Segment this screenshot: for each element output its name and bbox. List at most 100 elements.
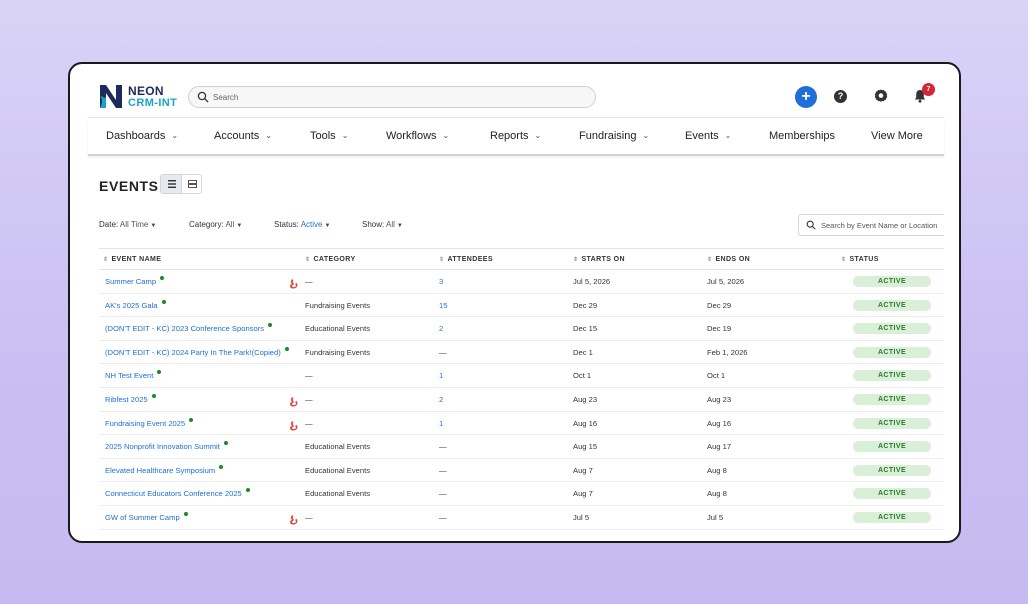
table-row[interactable]: Fundraising Event 2025 — 1 Aug 16 Aug 16 ACTI… <box>99 412 944 436</box>
online-status-dot <box>151 393 156 398</box>
category-cell: — <box>305 277 313 286</box>
column-header-event-name[interactable]: ⇕ EVENT NAME <box>103 256 161 263</box>
table-header: ⇕ EVENT NAME ⇕ CATEGORY ⇕ ATTENDEES ⇕ STARTS… <box>99 248 944 270</box>
gear-icon[interactable] <box>873 88 889 104</box>
event-name: (DON'T EDIT - KC) 2024 Party In The Park… <box>105 347 281 357</box>
create-button[interactable]: + <box>795 86 817 108</box>
status-filter[interactable]: Status: Active ▼ <box>274 220 330 229</box>
column-label: CATEGORY <box>313 256 356 263</box>
event-name-link[interactable]: Summer Camp <box>105 276 165 286</box>
date-filter[interactable]: Date: All Time ▼ <box>99 220 156 229</box>
column-header-starts-on[interactable]: ⇕ STARTS ON <box>573 256 625 263</box>
event-search[interactable] <box>798 214 944 236</box>
table-row[interactable]: NH Test Event — 1 Oct 1 Oct 1 ACTIVE <box>99 364 944 388</box>
status-badge: ACTIVE <box>853 370 931 382</box>
category-cell: Educational Events <box>305 489 371 499</box>
ends-on-cell: Jul 5 <box>707 512 724 522</box>
ends-on-cell: Aug 17 <box>707 442 732 452</box>
column-header-attendees[interactable]: ⇕ ATTENDEES <box>439 256 493 263</box>
attendees-cell[interactable]: 15 <box>439 300 448 310</box>
attendees-cell: — <box>439 465 447 475</box>
list-view-icon <box>168 180 176 188</box>
event-name-link[interactable]: Connecticut Educators Conference 2025 <box>105 488 250 499</box>
table-row[interactable]: Connecticut Educators Conference 2025 Edu… <box>99 482 944 506</box>
chevron-down-icon: ⌄ <box>341 131 349 140</box>
show-filter[interactable]: Show: All ▼ <box>362 220 403 229</box>
list-view-button[interactable] <box>161 175 182 193</box>
table-row[interactable]: GW of Summer Camp — — Jul 5 Jul 5 ACTIVE <box>99 506 944 530</box>
event-name-link[interactable]: AK's 2025 Gala <box>105 299 166 310</box>
attendees-cell[interactable]: 2 <box>439 394 444 404</box>
table-row[interactable]: Ribfest 2025 — 2 Aug 23 Aug 23 ACTIVE <box>99 388 944 412</box>
flag-icon <box>289 418 299 431</box>
starts-on-cell: Aug 23 <box>573 394 598 404</box>
column-header-category[interactable]: ⇕ CATEGORY <box>305 256 356 263</box>
event-name: Fundraising Event 2025 <box>105 418 186 428</box>
nav-tools[interactable]: Tools ⌄ <box>310 130 348 142</box>
table-row[interactable]: (DON'T EDIT - KC) 2023 Conference Sponso… <box>99 317 944 341</box>
table-row[interactable]: 2025 Nonprofit Innovation Summit Educatio… <box>99 435 944 459</box>
event-name-link[interactable]: (DON'T EDIT - KC) 2024 Party In The Park… <box>105 346 289 357</box>
attendees-cell[interactable]: 3 <box>439 277 444 286</box>
ends-on-cell: Aug 8 <box>707 465 727 475</box>
nav-memberships[interactable]: Memberships <box>769 130 835 142</box>
neon-logo-icon <box>100 85 122 108</box>
app-window: NEON CRM-INT + ? 7 <box>68 62 961 543</box>
flag-icon <box>289 276 299 289</box>
app-content: NEON CRM-INT + ? 7 <box>88 64 944 541</box>
event-name: Connecticut Educators Conference 2025 <box>105 489 242 499</box>
brand-logo[interactable]: NEON CRM-INT <box>98 82 180 112</box>
nav-view-more[interactable]: View More <box>871 130 923 142</box>
nav-label: View More <box>871 130 923 142</box>
category-cell: Educational Events <box>305 442 371 452</box>
global-search[interactable] <box>188 86 596 108</box>
top-bar: NEON CRM-INT + ? 7 <box>88 64 944 118</box>
nav-dashboards[interactable]: Dashboards ⌄ <box>106 130 178 142</box>
online-status-dot <box>223 441 228 446</box>
event-name-link[interactable]: Ribfest 2025 <box>105 393 156 404</box>
card-view-button[interactable] <box>182 175 201 193</box>
event-name-link[interactable]: Fundraising Event 2025 <box>105 417 194 428</box>
table-row[interactable]: (DON'T EDIT - KC) 2024 Party In The Park… <box>99 341 944 365</box>
nav-reports[interactable]: Reports ⌄ <box>490 130 541 142</box>
sort-icon: ⇕ <box>103 257 109 263</box>
event-name-link[interactable]: (DON'T EDIT - KC) 2023 Conference Sponso… <box>105 323 273 333</box>
ends-on-cell: Aug 23 <box>707 394 732 404</box>
category-filter[interactable]: Category: All ▼ <box>189 220 242 229</box>
attendees-cell[interactable]: 1 <box>439 418 444 428</box>
starts-on-cell: Dec 15 <box>573 324 598 334</box>
notification-badge: 7 <box>922 83 935 96</box>
table-row[interactable]: Elevated Healthcare Symposium Educational… <box>99 459 944 483</box>
column-header-status[interactable]: ⇕ STATUS <box>841 256 879 263</box>
nav-label: Fundraising <box>579 130 637 142</box>
event-name-link[interactable]: NH Test Event <box>105 370 162 380</box>
help-button[interactable]: ? <box>834 90 847 103</box>
filter-value: All <box>386 220 395 229</box>
category-cell: Educational Events <box>305 324 371 334</box>
nav-accounts[interactable]: Accounts ⌄ <box>214 130 272 142</box>
nav-events[interactable]: Events ⌄ <box>685 130 731 142</box>
caret-down-icon: ▼ <box>396 223 403 229</box>
column-header-ends-on[interactable]: ⇕ ENDS ON <box>707 256 750 263</box>
table-row[interactable]: Summer Camp — 3 Jul 5, 2026 Jul 5, 2026 ACTIV… <box>99 270 944 294</box>
attendees-cell[interactable]: 1 <box>439 371 444 381</box>
event-name-link[interactable]: Elevated Healthcare Symposium <box>105 464 224 475</box>
event-search-input[interactable] <box>821 219 943 232</box>
category-cell: — <box>305 512 313 522</box>
ends-on-cell: Feb 1, 2026 <box>707 347 748 357</box>
table-row[interactable]: AK's 2025 Gala Fundraising Events 15 Dec 29… <box>99 294 944 318</box>
column-label: STARTS ON <box>581 256 625 263</box>
filter-value: All <box>225 220 235 229</box>
online-status-dot <box>245 488 250 493</box>
nav-workflows[interactable]: Workflows ⌄ <box>386 130 449 142</box>
event-name-link[interactable]: 2025 Nonprofit Innovation Summit <box>105 441 228 451</box>
status-badge: ACTIVE <box>853 393 931 405</box>
column-label: ENDS ON <box>715 256 751 263</box>
filter-label: Date: <box>99 220 119 229</box>
attendees-cell[interactable]: 2 <box>439 324 444 334</box>
nav-fundraising[interactable]: Fundraising ⌄ <box>579 130 649 142</box>
filter-value: Active <box>300 220 323 229</box>
attendees-cell: — <box>439 512 447 522</box>
event-name-link[interactable]: GW of Summer Camp <box>105 511 188 522</box>
search-input[interactable] <box>213 90 583 105</box>
